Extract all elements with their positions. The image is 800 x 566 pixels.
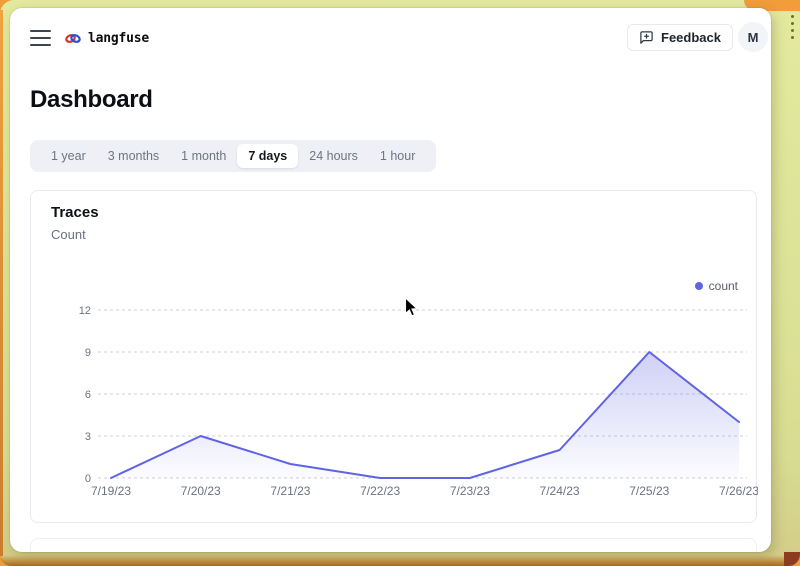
menu-icon[interactable] <box>30 30 51 46</box>
traces-area-chart: 0 3 6 9 12 7/19/23 7/20/23 7/21/23 7/22/23 7/23/2… <box>79 305 758 498</box>
frame-dot <box>791 22 794 25</box>
tab-1-month[interactable]: 1 month <box>181 149 227 163</box>
tab-1-year[interactable]: 1 year <box>51 149 86 163</box>
x-tick-label: 7/21/23 <box>270 484 310 498</box>
message-plus-icon <box>640 31 653 44</box>
frame-accent-top-right <box>744 0 800 11</box>
y-tick-label: 0 <box>85 473 91 485</box>
card-subtitle: Count <box>51 227 86 242</box>
card-title: Traces <box>51 204 99 221</box>
traces-card: Traces Count count 0 3 6 9 12 7/19/23 7/20/23 7… <box>30 190 758 523</box>
x-tick-label: 7/20/23 <box>181 484 221 498</box>
frame-accent-corner <box>784 552 800 566</box>
legend-dot <box>694 282 703 290</box>
avatar-initial: M <box>747 29 759 45</box>
frame-dot <box>791 29 794 32</box>
app-window: langfuse Feedback M Dashboard 1 year 3 mo… <box>10 8 771 552</box>
tab-3-months[interactable]: 3 months <box>107 149 160 163</box>
y-tick-label: 12 <box>79 305 91 317</box>
page-title: Dashboard <box>30 86 153 113</box>
brand[interactable]: langfuse <box>65 29 149 47</box>
y-tick-label: 9 <box>85 347 91 359</box>
frame-dot <box>791 15 794 18</box>
x-tick-label: 7/23/23 <box>450 484 490 498</box>
count-line <box>110 351 740 479</box>
tab-24-hours[interactable]: 24 hours <box>309 149 358 163</box>
tab-7-days[interactable]: 7 days <box>237 144 299 168</box>
area-fill <box>111 352 739 478</box>
y-tick-label: 3 <box>85 431 91 443</box>
frame-accent-left <box>0 10 3 556</box>
frame-dot <box>791 36 794 39</box>
chart-legend: count <box>694 279 738 293</box>
x-tick-label: 7/26/23 <box>719 484 758 498</box>
brand-name: langfuse <box>88 30 150 46</box>
x-tick-label: 7/19/23 <box>91 484 131 498</box>
feedback-button[interactable]: Feedback <box>627 24 733 51</box>
langfuse-knot-icon <box>65 33 81 43</box>
y-tick-label: 6 <box>85 389 91 401</box>
x-tick-label: 7/25/23 <box>629 484 669 498</box>
x-tick-label: 7/22/23 <box>360 484 400 498</box>
feedback-label: Feedback <box>661 30 721 45</box>
x-tick-label: 7/24/23 <box>540 484 580 498</box>
time-range-tabs: 1 year 3 months 1 month 7 days 24 hours 1 hou… <box>30 140 437 172</box>
next-card-top-edge <box>30 538 757 552</box>
avatar[interactable]: M <box>738 22 768 52</box>
frame-accent-bottom <box>0 555 800 566</box>
tab-1-hour[interactable]: 1 hour <box>379 149 416 163</box>
legend-label: count <box>708 279 738 293</box>
